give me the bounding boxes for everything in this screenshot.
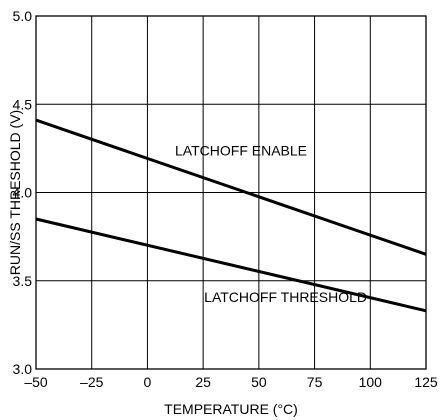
x-axis-title: TEMPERATURE (°C) (164, 401, 298, 417)
y-tick-label: 5.0 (13, 8, 33, 24)
x-tick-label: –50 (24, 374, 48, 390)
x-tick-label: 75 (307, 374, 323, 390)
x-tick-label: 0 (144, 374, 152, 390)
x-tick-label: 125 (414, 374, 438, 390)
x-tick-label: 100 (359, 374, 383, 390)
series-lines (35, 118, 427, 313)
series-line-latchoff-threshold (35, 217, 427, 313)
x-tick-label: –25 (80, 374, 104, 390)
annotations: LATCHOFF ENABLE LATCHOFF THRESHOLD (175, 142, 367, 304)
series-line-latchoff-enable (35, 118, 427, 256)
y-tick-label: 3.0 (13, 361, 33, 377)
plot-frame (35, 15, 427, 370)
tick-labels: –50 –25 0 25 50 75 100 125 3.0 3.5 4.0 4.5 5.0 (13, 8, 438, 390)
y-axis-title: RUN/SS THRESHOLD (V) (7, 110, 23, 275)
annotation-label: LATCHOFF THRESHOLD (204, 289, 367, 305)
y-tick-label: 4.5 (13, 96, 33, 112)
grid (36, 16, 426, 369)
x-tick-label: 50 (251, 374, 267, 390)
x-tick-label: 25 (195, 374, 211, 390)
y-tick-label: 4.0 (13, 185, 33, 201)
y-tick-label: 3.5 (13, 273, 33, 289)
annotation-label: LATCHOFF ENABLE (175, 142, 307, 158)
